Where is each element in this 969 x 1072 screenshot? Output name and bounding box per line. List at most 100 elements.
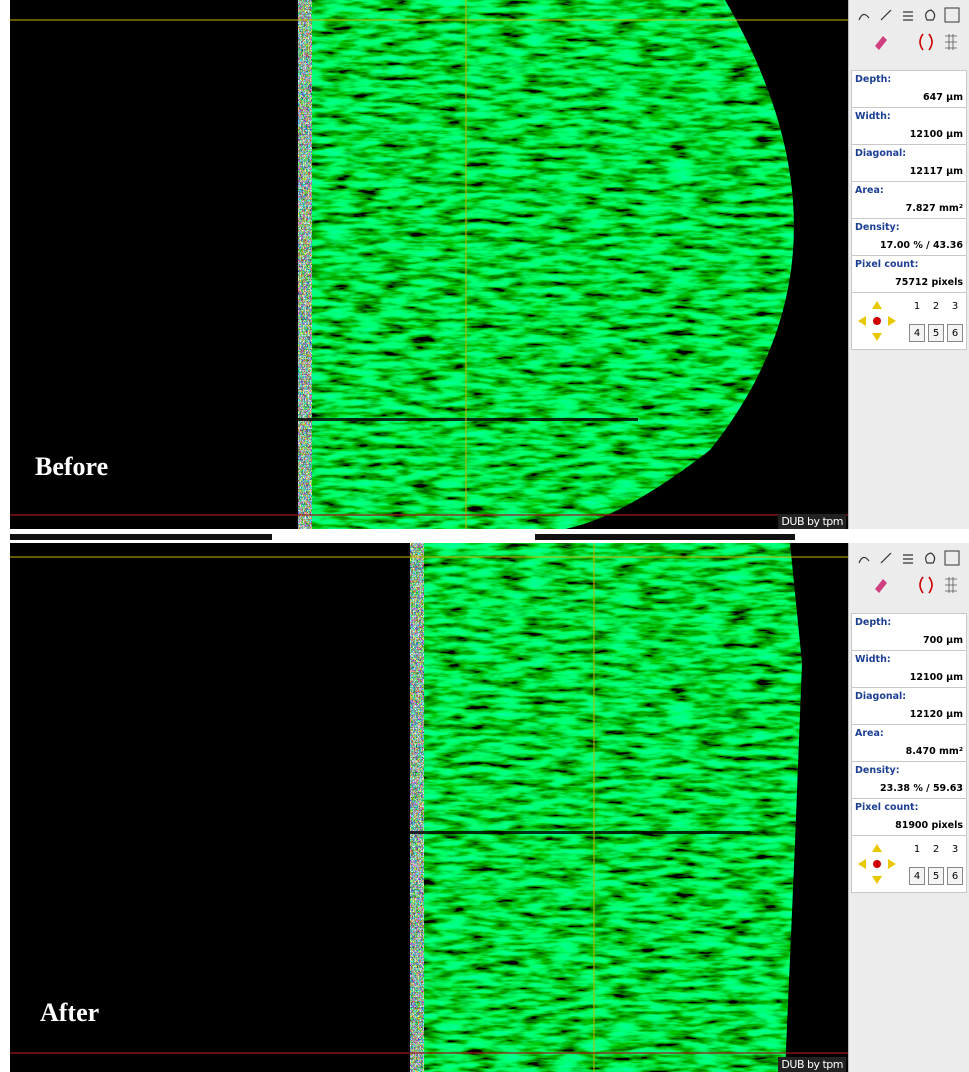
measurement-field: Depth: 700 µm	[851, 613, 967, 651]
keypad-key[interactable]: 3	[947, 298, 963, 316]
tool-glyph	[903, 12, 913, 20]
tool-icon[interactable]	[926, 553, 935, 563]
measurement-field: Width: 12100 µm	[851, 650, 967, 688]
measurement-field: Diagonal: 12120 µm	[851, 687, 967, 725]
field-name: Diagonal:	[855, 691, 906, 702]
scrollbar[interactable]	[535, 534, 795, 540]
tool-icon[interactable]	[859, 557, 869, 563]
field-name: Pixel count:	[855, 802, 918, 813]
tool-glyph	[903, 555, 913, 563]
tool-glyph	[926, 10, 935, 20]
measurement-field: Pixel count: 81900 pixels	[851, 798, 967, 836]
tool-glyph	[881, 10, 891, 20]
tool-icon[interactable]	[903, 12, 913, 20]
keypad-key[interactable]: 2	[928, 298, 944, 316]
field-value: 17.00 % / 43.36	[880, 240, 963, 251]
field-value: 700 µm	[923, 635, 963, 646]
keypad-key[interactable]: 3	[947, 841, 963, 859]
arrow-up	[872, 844, 882, 852]
arrow-right	[888, 316, 896, 326]
tool-icon[interactable]	[945, 551, 959, 565]
keypad-key[interactable]: 5	[928, 324, 944, 342]
tool-glyph	[926, 553, 935, 563]
arrow-down	[872, 333, 882, 341]
side-panel: Depth: 647 µm Width: 12100 µm Diagonal: 12117…	[848, 0, 969, 529]
tool-icon[interactable]	[859, 14, 869, 20]
watermark-wrap: DUB by tpm	[10, 0, 848, 529]
arrow-down	[872, 876, 882, 884]
tool-icon[interactable]	[926, 10, 935, 20]
field-value: 12100 µm	[910, 672, 963, 683]
keypad-key[interactable]: 1	[909, 298, 925, 316]
measurement-field: Diagonal: 12117 µm	[851, 144, 967, 182]
field-name: Density:	[855, 765, 900, 776]
eraser-icon[interactable]	[875, 36, 887, 50]
field-value: 75712 pixels	[895, 277, 963, 288]
measurement-field: Area: 8.470 mm²	[851, 724, 967, 762]
field-value: 7.827 mm²	[906, 203, 963, 214]
keypad-key[interactable]: 6	[947, 324, 963, 342]
keypad-key[interactable]: 2	[928, 841, 944, 859]
center-dot	[873, 860, 881, 868]
keypad-key[interactable]: 6	[947, 867, 963, 885]
tool-glyph	[859, 14, 869, 20]
center-dot	[873, 317, 881, 325]
field-name: Depth:	[855, 617, 891, 628]
measurement-field: Depth: 647 µm	[851, 70, 967, 108]
grid-icon[interactable]	[945, 34, 957, 50]
side-panel: Depth: 700 µm Width: 12100 µm Diagonal: 12120…	[848, 543, 969, 1072]
field-value: 12100 µm	[910, 129, 963, 140]
field-name: Width:	[855, 111, 891, 122]
bracket-icon[interactable]	[920, 34, 932, 50]
watermark: DUB by tpm	[778, 1057, 846, 1072]
field-name: Depth:	[855, 74, 891, 85]
arrow-up	[872, 301, 882, 309]
measurement-field: Density: 17.00 % / 43.36	[851, 218, 967, 256]
toolbar	[849, 543, 969, 605]
grid-icon[interactable]	[945, 577, 957, 593]
toolbar	[849, 0, 969, 62]
field-name: Pixel count:	[855, 259, 918, 270]
measurement-field: Pixel count: 75712 pixels	[851, 255, 967, 293]
arrow-left	[858, 859, 866, 869]
arrow-left	[858, 316, 866, 326]
tool-icon[interactable]	[881, 553, 891, 563]
direction-pad[interactable]	[852, 836, 902, 892]
arrow-right	[888, 859, 896, 869]
page: BeforeDUB by tpmDepth:647 µmWidth:12100 …	[0, 0, 969, 1072]
tool-icon[interactable]	[945, 8, 959, 22]
keypad-key[interactable]: 4	[909, 867, 925, 885]
tool-glyph	[881, 553, 891, 563]
scroll-divider	[0, 529, 969, 543]
field-name: Diagonal:	[855, 148, 906, 159]
tool-glyph	[859, 557, 869, 563]
field-name: Area:	[855, 728, 884, 739]
watermark-wrap: DUB by tpm	[10, 543, 848, 1072]
tool-icon[interactable]	[903, 555, 913, 563]
keypad-key[interactable]: 4	[909, 324, 925, 342]
direction-pad[interactable]	[852, 293, 902, 349]
field-value: 81900 pixels	[895, 820, 963, 831]
watermark: DUB by tpm	[778, 514, 846, 529]
tool-icon[interactable]	[881, 10, 891, 20]
measurement-field: Density: 23.38 % / 59.63	[851, 761, 967, 799]
measurement-field: Area: 7.827 mm²	[851, 181, 967, 219]
field-name: Density:	[855, 222, 900, 233]
bracket-icon[interactable]	[920, 577, 932, 593]
keypad-key[interactable]: 5	[928, 867, 944, 885]
eraser-icon[interactable]	[875, 579, 887, 593]
field-name: Width:	[855, 654, 891, 665]
field-value: 8.470 mm²	[906, 746, 963, 757]
field-name: Area:	[855, 185, 884, 196]
field-value: 12120 µm	[910, 709, 963, 720]
field-value: 12117 µm	[910, 166, 963, 177]
keypad-key[interactable]: 1	[909, 841, 925, 859]
field-value: 23.38 % / 59.63	[880, 783, 963, 794]
field-value: 647 µm	[923, 92, 963, 103]
measurement-field: Width: 12100 µm	[851, 107, 967, 145]
scrollbar[interactable]	[10, 534, 272, 540]
